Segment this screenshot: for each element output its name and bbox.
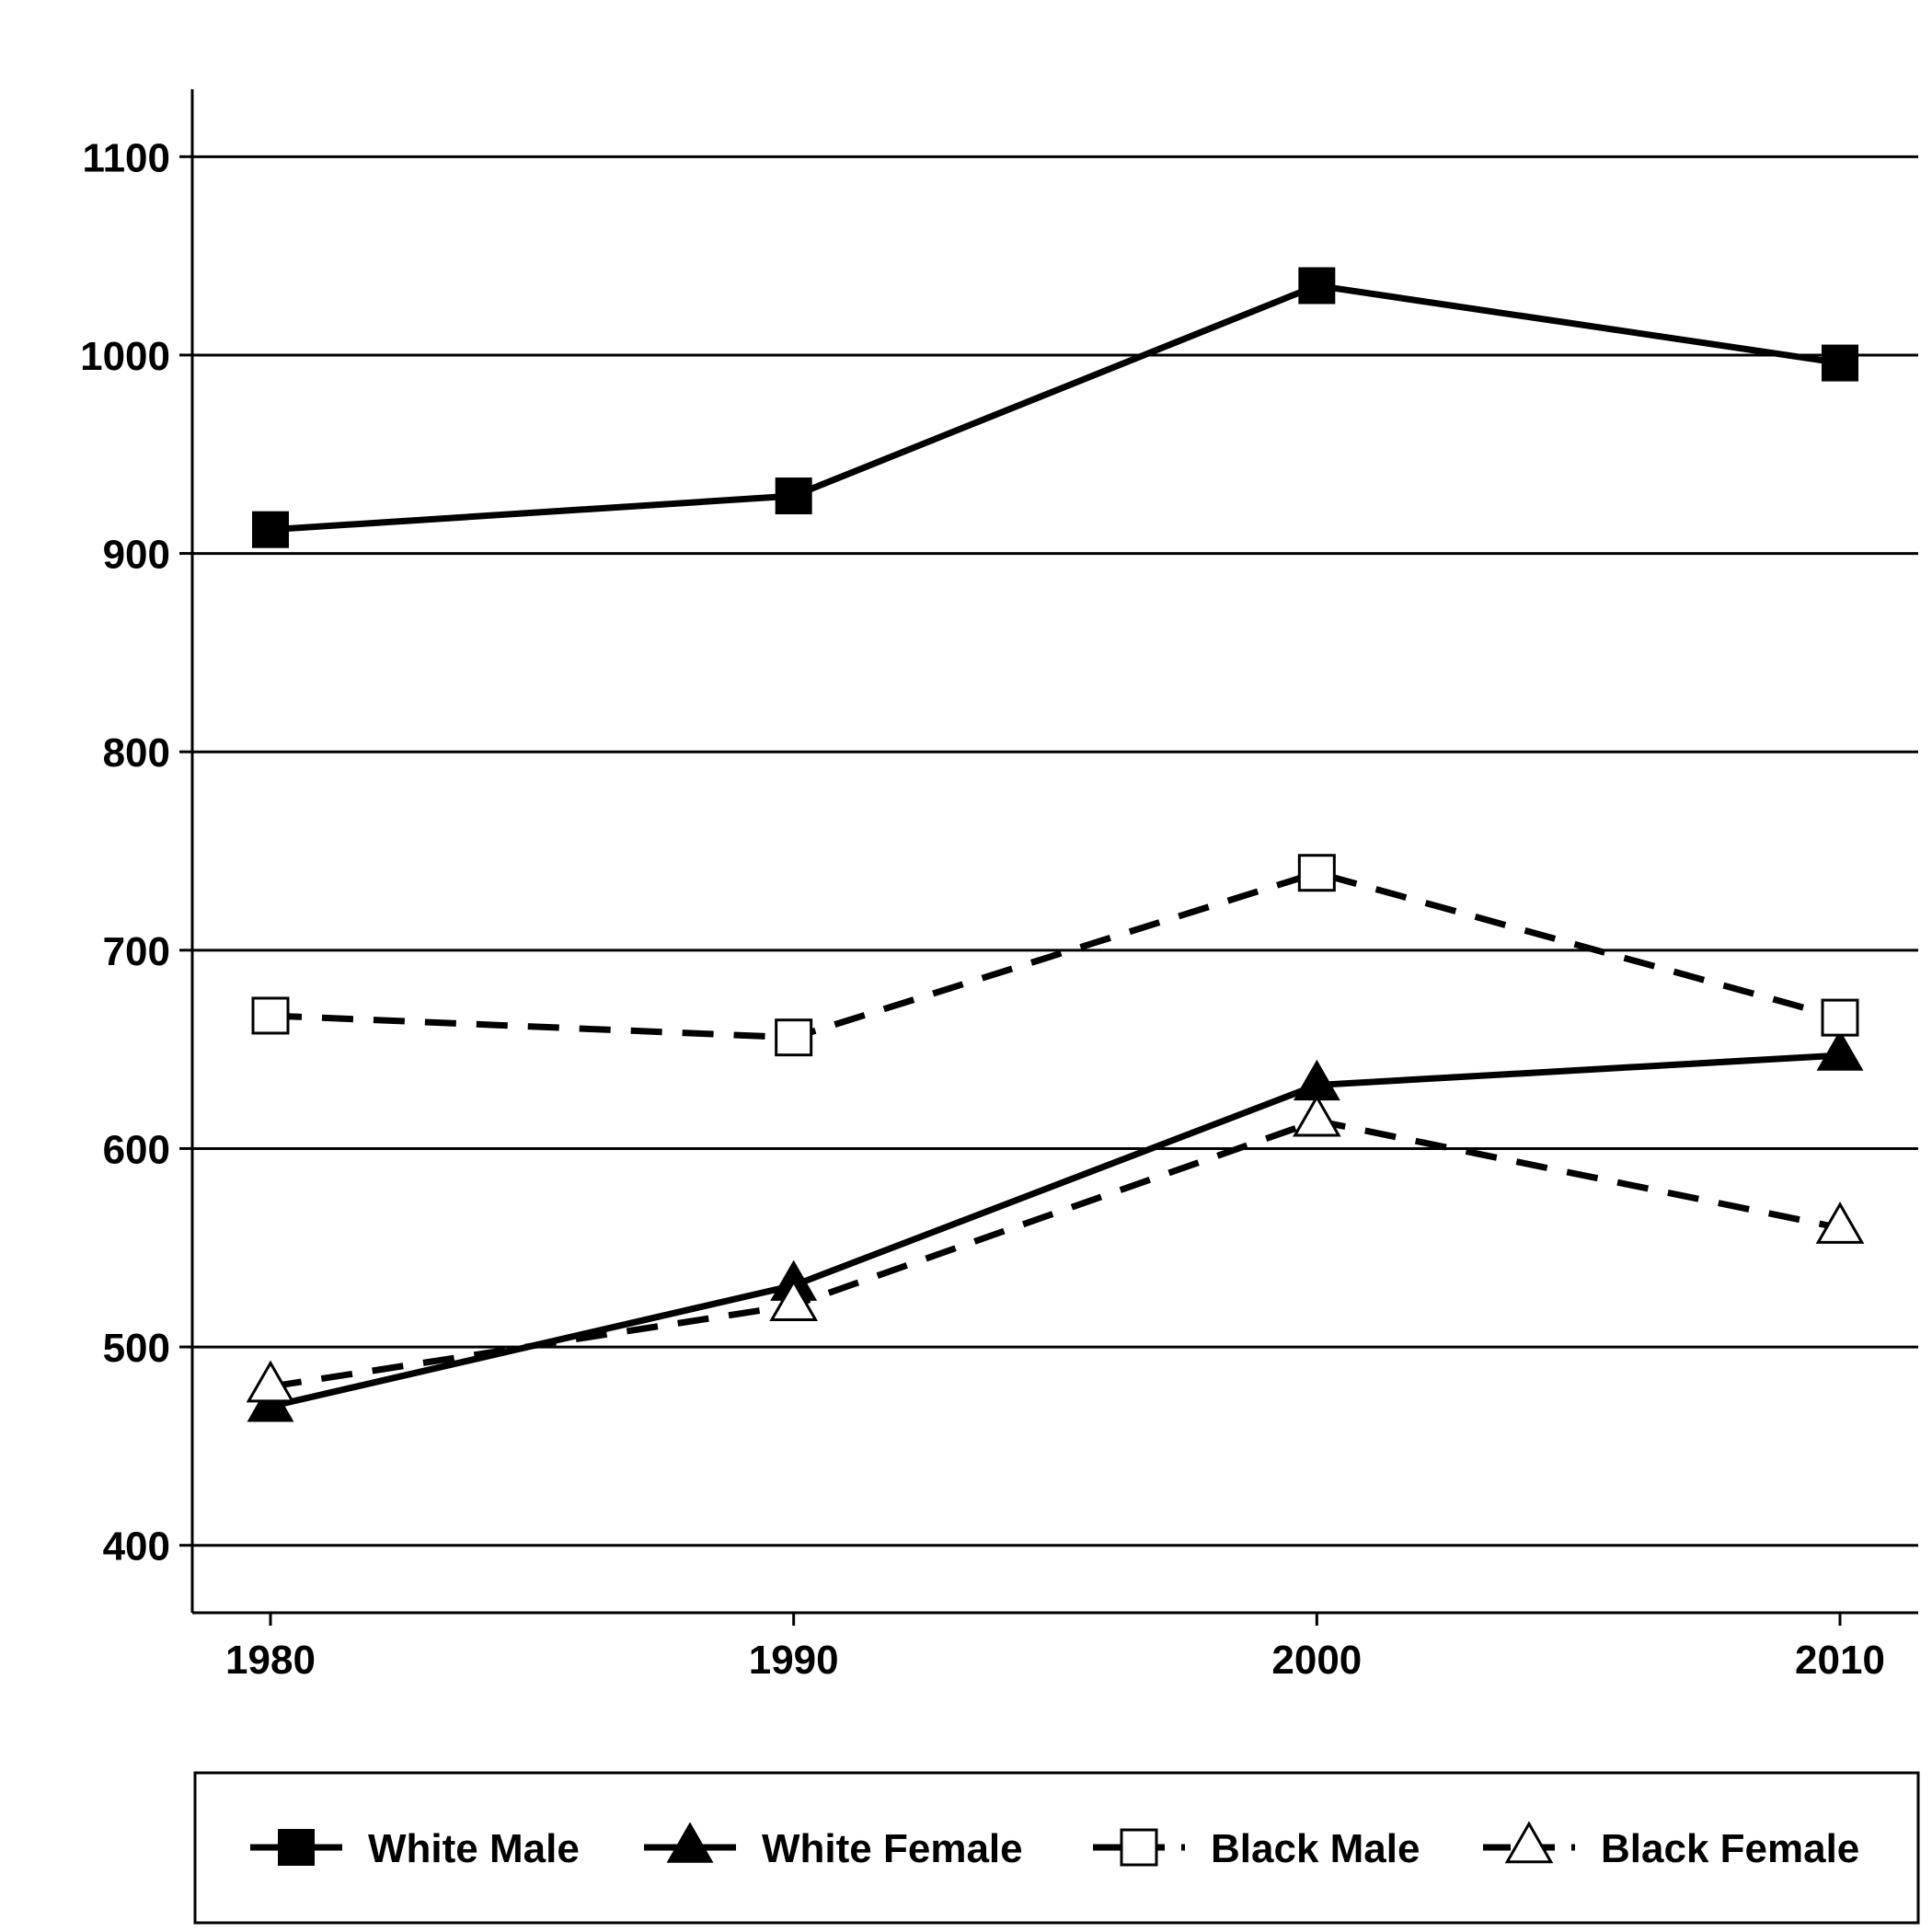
legend-swatch-marker	[666, 1822, 714, 1863]
legend-label: Black Male	[1211, 1826, 1420, 1871]
series-black-male	[251, 854, 1859, 1057]
data-point-black-female-2000	[1292, 1094, 1341, 1137]
y-axis-ticks: 400 500 600 700 800 900 1000 1100	[80, 135, 192, 1570]
x-tick-label: 2010	[1795, 1638, 1885, 1683]
data-point-white-female-2010	[1816, 1029, 1864, 1071]
x-tick-label: 1980	[225, 1638, 316, 1683]
data-point-black-male-1990	[775, 1018, 813, 1057]
data-point-white-female-2000	[1293, 1059, 1340, 1101]
y-tick-label: 1100	[83, 135, 170, 180]
series-black-female	[246, 1094, 1865, 1403]
series-white-female	[247, 1029, 1864, 1422]
legend-box	[193, 1771, 1920, 1925]
legend-item-black-female: Black Female	[1483, 1821, 1859, 1871]
y-tick-label: 1000	[80, 334, 170, 379]
legend-item-white-male: White Male	[250, 1826, 580, 1871]
data-point-white-male-1990	[775, 477, 812, 515]
series-line-black-male	[270, 869, 1841, 1041]
legend-swatch-marker	[278, 1829, 315, 1866]
data-point-black-female-1980	[246, 1360, 295, 1403]
legend-item-white-female: White Female	[644, 1822, 1023, 1871]
y-tick-label: 700	[103, 929, 170, 974]
series-layer	[246, 267, 1865, 1422]
data-point-black-male-2000	[1297, 854, 1336, 892]
x-tick-label: 2000	[1271, 1638, 1362, 1683]
data-point-white-male-2000	[1298, 267, 1336, 305]
legend-swatch-marker	[1504, 1821, 1554, 1864]
gridlines	[192, 155, 1918, 1547]
legend-label: Black Female	[1601, 1826, 1859, 1871]
series-line-white-male	[270, 282, 1841, 534]
y-tick-label: 800	[103, 730, 170, 776]
data-point-black-male-1980	[251, 996, 290, 1035]
series-line-black-female	[270, 1117, 1841, 1390]
data-point-black-male-2010	[1821, 998, 1859, 1037]
data-point-white-male-1980	[252, 511, 289, 548]
axes	[190, 89, 1918, 1615]
data-point-black-female-1990	[769, 1279, 819, 1321]
legend-swatch-marker	[1120, 1828, 1158, 1867]
y-tick-label: 500	[103, 1326, 170, 1371]
x-axis-ticks: 1980 1990 2000 2010	[225, 1613, 1885, 1683]
y-tick-label: 900	[103, 533, 170, 578]
legend: White Male White Female Black Male Black Fe…	[193, 1771, 1920, 1925]
legend-item-black-male: Black Male	[1093, 1826, 1420, 1871]
series-line-white-female	[270, 1052, 1841, 1410]
x-tick-label: 1990	[749, 1638, 839, 1683]
data-point-black-female-2010	[1815, 1202, 1865, 1244]
legend-label: White Female	[762, 1826, 1023, 1871]
data-point-white-male-2010	[1822, 344, 1858, 382]
y-tick-label: 600	[103, 1127, 170, 1172]
y-tick-label: 400	[103, 1524, 170, 1570]
legend-label: White Male	[368, 1826, 580, 1871]
series-white-male	[252, 267, 1858, 548]
